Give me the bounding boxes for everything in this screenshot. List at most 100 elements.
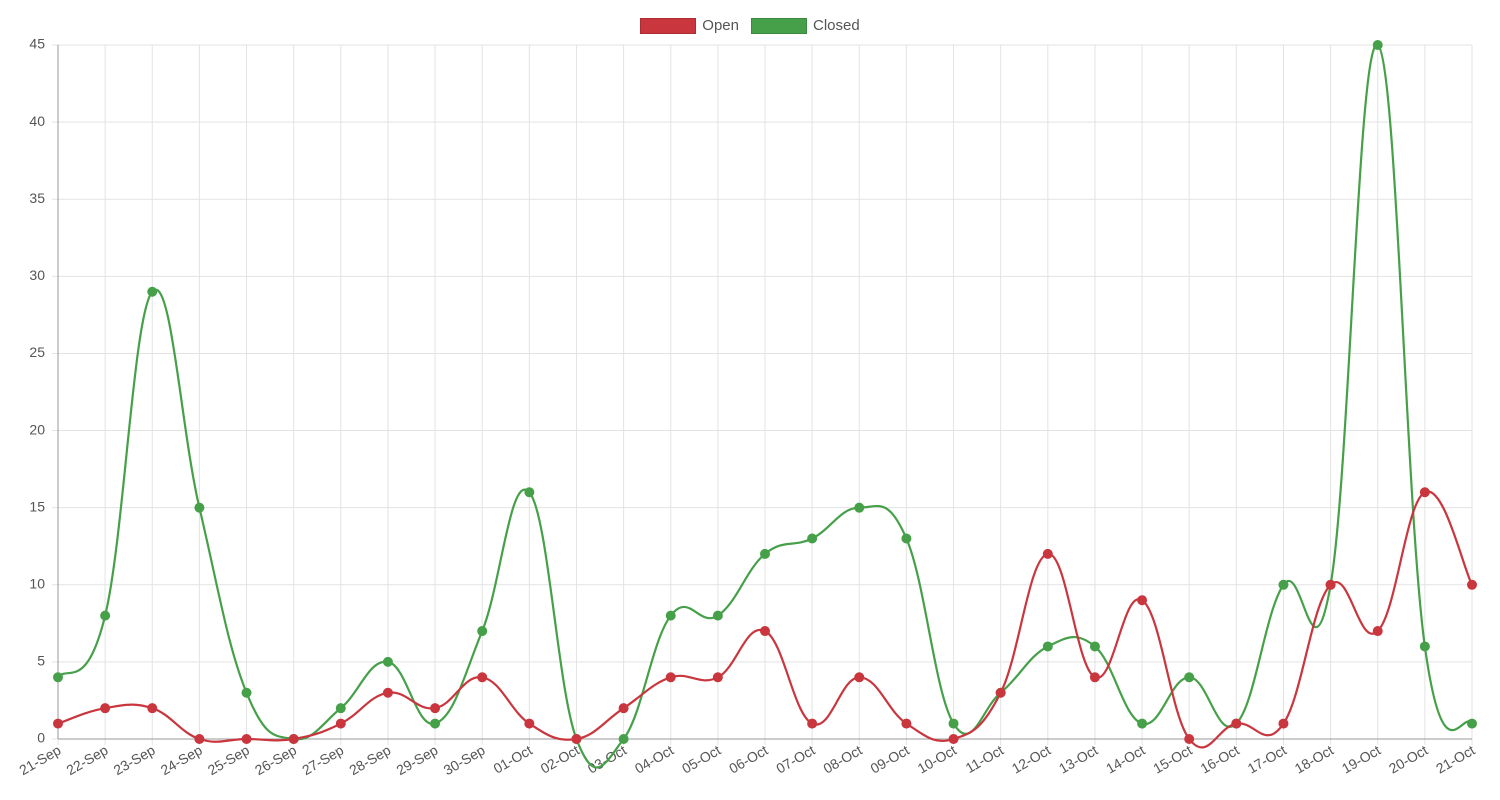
- data-point-closed: [901, 533, 912, 544]
- data-point-open: [1231, 718, 1242, 729]
- y-tick-label: 10: [29, 575, 45, 591]
- legend-item-closed[interactable]: Closed: [751, 17, 860, 34]
- x-tick-label: 17-Oct: [1245, 742, 1289, 777]
- data-point-open: [618, 703, 629, 714]
- y-tick-label: 0: [37, 730, 45, 746]
- series-line-closed: [57, 43, 1473, 769]
- x-tick-label: 20-Oct: [1386, 742, 1430, 777]
- data-point-open: [712, 672, 723, 683]
- data-point-open: [665, 672, 676, 683]
- data-point-closed: [1137, 718, 1148, 729]
- data-point-closed: [854, 502, 865, 513]
- data-point-closed: [665, 610, 676, 621]
- x-tick-label: 06-Oct: [726, 742, 770, 777]
- data-point-closed: [382, 656, 393, 667]
- data-point-open: [948, 734, 959, 744]
- data-point-closed: [100, 610, 111, 621]
- data-point-open: [335, 718, 346, 729]
- x-tick-label: 29-Sep: [393, 742, 440, 779]
- data-point-closed: [1278, 579, 1289, 590]
- x-tick-label: 02-Oct: [538, 742, 582, 777]
- x-tick-label: 28-Sep: [346, 742, 393, 779]
- x-tick-label: 11-Oct: [963, 742, 1007, 776]
- data-point-open: [854, 672, 865, 683]
- y-tick-label: 45: [29, 36, 45, 52]
- data-point-open: [524, 718, 535, 729]
- y-tick-label: 5: [37, 653, 45, 669]
- data-point-closed: [760, 548, 770, 559]
- data-point-open: [382, 687, 393, 698]
- x-tick-label: 23-Sep: [111, 742, 158, 779]
- y-tick-label: 30: [29, 267, 45, 283]
- data-point-open: [288, 734, 299, 744]
- x-tick-label: 30-Sep: [441, 742, 488, 779]
- data-point-closed: [430, 718, 441, 729]
- data-point-closed: [807, 533, 818, 544]
- y-tick-label: 35: [29, 190, 45, 206]
- data-point-open: [901, 718, 912, 729]
- data-point-closed: [1419, 641, 1430, 652]
- x-tick-label: 10-Oct: [915, 742, 959, 777]
- data-point-open: [1278, 718, 1289, 729]
- data-point-open: [430, 703, 441, 714]
- x-tick-label: 04-Oct: [632, 742, 676, 777]
- data-point-open: [1042, 548, 1053, 559]
- data-point-open: [1419, 487, 1430, 498]
- x-tick-label: 15-Oct: [1150, 742, 1194, 777]
- legend-label-open: Open: [702, 17, 739, 34]
- data-point-open: [147, 703, 158, 714]
- data-point-open: [1137, 595, 1148, 606]
- data-point-open: [760, 626, 770, 637]
- x-tick-label: 26-Sep: [252, 742, 299, 779]
- x-tick-label: 19-Oct: [1339, 742, 1383, 777]
- x-tick-label: 01-Oct: [490, 742, 534, 777]
- y-tick-label: 25: [29, 344, 45, 360]
- data-point-closed: [1089, 641, 1100, 652]
- x-tick-label: 27-Sep: [299, 742, 346, 779]
- chart-legend: Open Closed: [0, 17, 1500, 34]
- data-point-open: [807, 718, 818, 729]
- data-point-open: [477, 672, 488, 683]
- data-point-open: [1184, 734, 1195, 744]
- data-point-closed: [335, 703, 346, 714]
- data-point-open: [1089, 672, 1100, 683]
- data-point-open: [1467, 579, 1477, 590]
- x-tick-label: 08-Oct: [820, 742, 864, 777]
- data-point-closed: [1042, 641, 1053, 652]
- x-tick-label: 05-Oct: [679, 742, 723, 777]
- x-tick-label: 09-Oct: [868, 742, 912, 777]
- data-point-closed: [712, 610, 723, 621]
- y-tick-label: 15: [29, 498, 45, 514]
- data-point-closed: [1372, 40, 1383, 50]
- data-point-closed: [524, 487, 535, 498]
- x-tick-label: 25-Sep: [205, 742, 252, 779]
- legend-swatch-closed: [751, 17, 807, 34]
- data-point-open: [100, 703, 111, 714]
- data-point-closed: [477, 626, 488, 637]
- data-point-open: [1372, 626, 1383, 637]
- data-point-open: [571, 734, 582, 744]
- y-tick-label: 20: [29, 421, 45, 437]
- data-point-closed: [1467, 718, 1477, 729]
- x-tick-label: 21-Oct: [1433, 742, 1477, 777]
- data-point-open: [194, 734, 205, 744]
- legend-item-open[interactable]: Open: [640, 17, 739, 34]
- x-tick-label: 22-Sep: [64, 742, 111, 779]
- x-tick-label: 13-Oct: [1056, 742, 1100, 777]
- data-point-closed: [53, 672, 63, 683]
- x-tick-label: 18-Oct: [1292, 742, 1336, 777]
- legend-swatch-open: [640, 17, 697, 34]
- data-point-closed: [241, 687, 252, 698]
- data-point-closed: [194, 502, 205, 513]
- data-point-open: [53, 718, 63, 729]
- x-tick-label: 21-Sep: [16, 742, 63, 779]
- x-tick-label: 03-Oct: [585, 742, 629, 777]
- x-tick-label: 24-Sep: [158, 742, 205, 779]
- data-point-closed: [1184, 672, 1195, 683]
- data-point-closed: [618, 734, 629, 744]
- legend-label-closed: Closed: [813, 17, 860, 34]
- x-tick-label: 12-Oct: [1009, 742, 1053, 777]
- x-tick-label: 07-Oct: [773, 742, 817, 777]
- y-tick-label: 40: [29, 113, 45, 129]
